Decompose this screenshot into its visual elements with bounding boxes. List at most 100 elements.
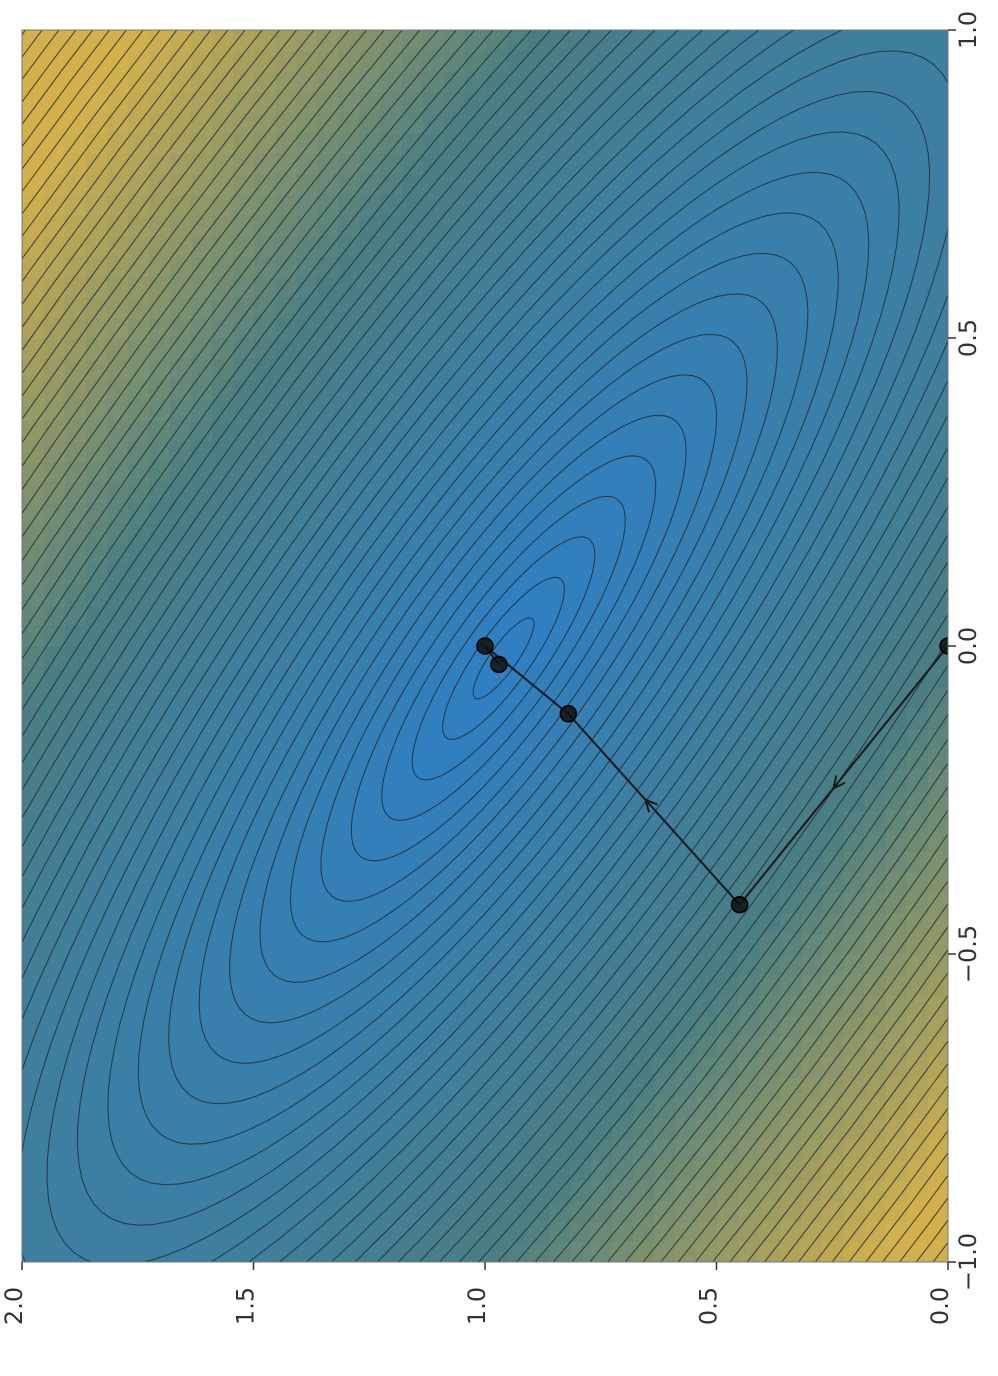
heat-cell <box>737 338 760 360</box>
heat-cell <box>800 1179 823 1202</box>
heat-cell <box>863 30 886 52</box>
heat-cell <box>232 1077 255 1099</box>
heat-cell <box>527 707 549 729</box>
heat-cell <box>442 317 465 339</box>
heat-cell <box>737 440 760 462</box>
heat-cell <box>863 851 886 873</box>
heat-cell <box>253 1220 276 1243</box>
heat-cell <box>85 728 107 750</box>
heat-cell <box>632 912 655 935</box>
heat-cell <box>821 522 844 545</box>
heat-cell <box>64 420 86 442</box>
heat-cell <box>85 132 107 154</box>
heat-cell <box>148 912 171 935</box>
heat-cell <box>905 440 928 462</box>
heat-cell <box>232 153 255 175</box>
heat-cell <box>737 995 760 1017</box>
heat-cell <box>653 707 676 729</box>
heat-cell <box>169 132 192 154</box>
heat-cell <box>22 666 44 688</box>
heat-cell <box>548 625 570 647</box>
heat-cell <box>506 933 528 955</box>
heat-cell <box>611 132 634 154</box>
heat-cell <box>442 91 465 113</box>
heat-cell <box>884 461 907 483</box>
heat-cell <box>211 30 234 52</box>
heat-cell <box>842 1138 865 1161</box>
heat-cell <box>737 461 760 483</box>
heat-cell <box>737 1036 760 1058</box>
heat-cell <box>779 769 802 791</box>
heat-cell <box>590 502 613 524</box>
heat-cell <box>421 769 444 791</box>
heat-cell <box>22 481 44 504</box>
heat-cell <box>148 974 171 996</box>
heat-cell <box>442 789 465 812</box>
heat-cell <box>253 1179 276 1202</box>
heat-cell <box>821 173 844 196</box>
heat-cell <box>22 974 44 996</box>
heat-cell <box>590 194 613 216</box>
heat-cell <box>295 1220 318 1243</box>
heat-cell <box>85 255 107 278</box>
heat-cell <box>485 481 507 504</box>
heat-cell <box>506 276 528 298</box>
heat-cell <box>842 666 865 688</box>
heat-cell <box>548 995 570 1017</box>
heat-cell <box>106 1241 129 1262</box>
heat-cell <box>695 892 718 914</box>
heat-cell <box>232 317 255 339</box>
heat-cell <box>274 687 297 709</box>
heat-cell <box>506 1097 528 1120</box>
heat-cell <box>527 892 549 914</box>
heat-cell <box>379 338 402 360</box>
heat-cell <box>905 810 928 832</box>
heat-cell <box>148 440 171 462</box>
heat-cell <box>379 543 402 565</box>
heat-cell <box>758 912 781 935</box>
heat-cell <box>148 666 171 688</box>
heat-cell <box>863 358 886 380</box>
heat-cell <box>884 789 907 812</box>
heat-cell <box>800 851 823 873</box>
heat-cell <box>632 543 655 565</box>
heat-cell <box>106 1138 129 1161</box>
heat-cell <box>211 276 234 298</box>
heat-cell <box>106 296 129 319</box>
heat-cell <box>779 1220 802 1243</box>
heat-cell <box>190 646 213 668</box>
heat-cell <box>611 461 634 483</box>
heat-cell <box>85 810 107 832</box>
heat-cell <box>64 871 86 894</box>
heat-cell <box>506 502 528 524</box>
heat-cell <box>674 522 697 545</box>
heat-cell <box>22 1015 44 1037</box>
heat-cell <box>506 892 528 914</box>
heat-cell <box>22 30 44 52</box>
heat-cell <box>400 1118 423 1140</box>
heat-cell <box>506 666 528 688</box>
heat-cell <box>274 214 297 237</box>
heat-cell <box>632 420 655 442</box>
heat-cell <box>905 214 928 237</box>
heat-cell <box>485 522 507 545</box>
heat-cell <box>43 728 65 750</box>
heat-cell <box>674 954 697 976</box>
heat-cell <box>337 1241 360 1262</box>
heat-cell <box>590 687 613 709</box>
heat-cell <box>106 851 129 873</box>
heat-cell <box>611 646 634 668</box>
heat-cell <box>611 1056 634 1078</box>
heat-cell <box>127 1220 150 1243</box>
heat-cell <box>379 563 402 586</box>
heat-cell <box>863 810 886 832</box>
heat-cell <box>85 91 107 113</box>
heat-cell <box>716 707 739 729</box>
path-point <box>476 637 494 655</box>
heat-cell <box>548 789 570 812</box>
heat-cell <box>337 995 360 1017</box>
heat-cell <box>232 50 255 72</box>
heat-cell <box>779 1179 802 1202</box>
heat-cell <box>653 132 676 154</box>
